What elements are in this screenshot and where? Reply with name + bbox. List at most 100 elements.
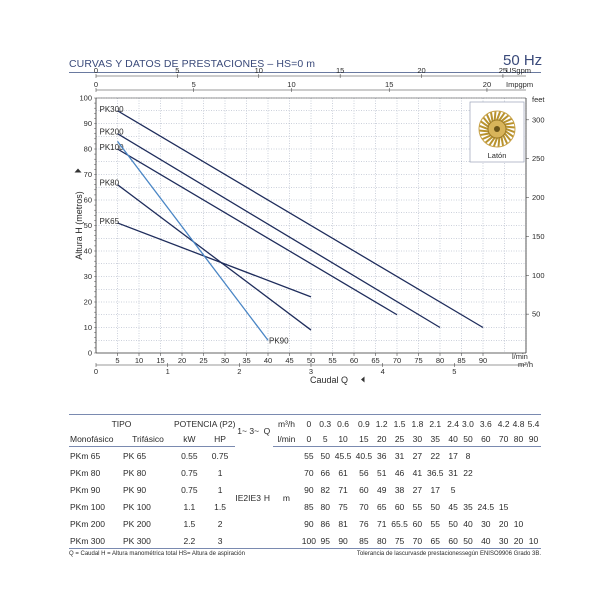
head-value-cell: 70 [304,467,314,478]
bottom-axis2-tick-label: 4 [381,367,385,376]
power-kw-cell: 1.5 [183,518,196,529]
model-tri-cell: PK 80 [123,467,147,478]
footer-tolerance: Tolerancia de lascurvasde prestacionesse… [356,551,541,557]
head-value-cell [511,464,526,481]
power-hp-cell: 1 [217,467,223,478]
impeller-blade [478,124,489,130]
power-hp-cell: 1 [217,484,223,495]
m3h-cell: 3.0 [462,418,474,429]
y-tick-label: 20 [84,298,92,307]
series-line-pk65 [117,222,312,298]
right-axis-tick-label: 300 [532,115,545,124]
m3h-cell: 1.5 [393,418,406,429]
head-value-cell: 71 [338,484,348,495]
head-value-cell: 45 [448,501,458,512]
m3h-cell: 2.1 [429,418,442,429]
right-axis-tick-label: 200 [532,193,545,202]
spec-table: TIPO POTENCIA (P2) 1~ 3~ Q m³/h 0 0.3 0.… [69,416,541,549]
y-tick-label: 40 [84,247,92,256]
m3h-cell: 1.2 [375,418,388,429]
x-axis-title-arrow [361,376,365,383]
head-value-cell: 8 [465,450,471,461]
head-value-cell: 31 [448,467,458,478]
lmin-cell: 60 [475,431,497,447]
impeller-blade [485,113,492,124]
x-tick-label: 85 [457,356,465,365]
series-line-pk100 [117,148,398,316]
right-axis-tick-label: 250 [532,154,545,163]
head-value-cell: 90 [304,484,314,495]
model-mono-cell: PKm 90 [70,484,101,495]
head-value-cell [511,481,526,498]
impeller-blade [492,137,498,148]
head-value-cell [526,498,541,515]
m3h-cell: 4.8 [512,418,525,429]
head-value-cell: 61 [338,467,348,478]
head-value-cell: 71 [376,518,387,529]
curve-label-pk100: PK100 [100,143,125,152]
series-line-pk80 [117,184,312,331]
x-tick-label: 5 [115,356,119,365]
bottom-axis2-tick-label: 2 [237,367,241,376]
table-row: PKm 80 PK 80 0.75 1 70 66 61 56 51 46 41 36.5 31 22 [69,464,541,481]
impeller-blade [479,132,490,137]
head-value-cell: 55 [430,518,440,529]
head-value-cell: 36.5 [426,467,444,478]
bottom-axis2-tick-label: 0 [94,367,98,376]
model-tri-cell: PK 200 [123,518,151,529]
right-axis-tick-label: 150 [532,232,545,241]
header-tri: Trifásico [122,431,174,447]
head-value-cell: 81 [338,518,348,529]
curve-label-pk200: PK200 [100,128,125,137]
impeller-blade [504,132,512,142]
table-header-row-2: Monofásico Trifásico kW HP l/min 0 5 10 … [69,431,541,447]
top-axis-tick-label: 5 [175,66,179,75]
power-hp-cell: 0.75 [211,450,229,461]
x-tick-label: 90 [479,356,487,365]
head-value-cell: 20 [513,535,524,546]
series-line-pk200 [117,133,441,329]
head-value-cell: 27 [412,450,423,461]
head-value-cell: 95 [320,535,330,546]
impeller-blade [489,111,494,122]
header-potencia: POTENCIA (P2) [174,418,236,429]
lmin-cell: 80 [511,431,526,447]
x-tick-label: 15 [156,356,164,365]
head-value-cell: 31 [394,450,405,461]
model-mono-cell: PKm 200 [70,518,105,529]
table-row: PKm 200 PK 200 1.5 2 90 86 81 76 71 65.5 60 55 50 40 3… [69,515,541,532]
header-unit-m3h: m³/h [277,418,295,429]
x-tick-label: 75 [414,356,422,365]
model-mono-cell: PKm 300 [70,535,105,546]
power-kw-cell: 0.55 [181,450,198,461]
head-value-cell: 100 [301,535,316,546]
head-value-cell: 24.5 [477,501,495,512]
impeller-blade [497,137,501,148]
impeller-rim [478,110,516,148]
head-value-cell [526,515,541,532]
x-tick-label: 40 [264,356,272,365]
head-value-cell [526,447,541,465]
head-value-cell: 10 [513,518,524,529]
x-tick-label: 45 [285,356,293,365]
impeller-blade [505,128,516,134]
top-axis-tick-label: 20 [417,66,425,75]
right-axis-unit-label: feet [532,95,545,104]
x-tick-label: 80 [436,356,444,365]
curve-label-pk65: PK65 [100,217,120,226]
table-top-rule [69,414,541,415]
head-value-cell: 40.5 [355,450,373,461]
top-axis-tick-label: 0 [94,66,98,75]
power-kw-cell: 2.2 [183,535,196,546]
impeller-blade [496,110,502,121]
head-value-cell: 55 [304,450,314,461]
header-unit-lmin: l/min [272,431,300,447]
right-axis-tick-label: 100 [532,271,545,280]
lmin-cell: 15 [353,431,375,447]
top-axis-tick-label: 5 [192,80,196,89]
impeller-caption: Latón [488,151,507,160]
x-tick-label: 70 [393,356,401,365]
top-axis-tick-label: 25 [499,66,507,75]
